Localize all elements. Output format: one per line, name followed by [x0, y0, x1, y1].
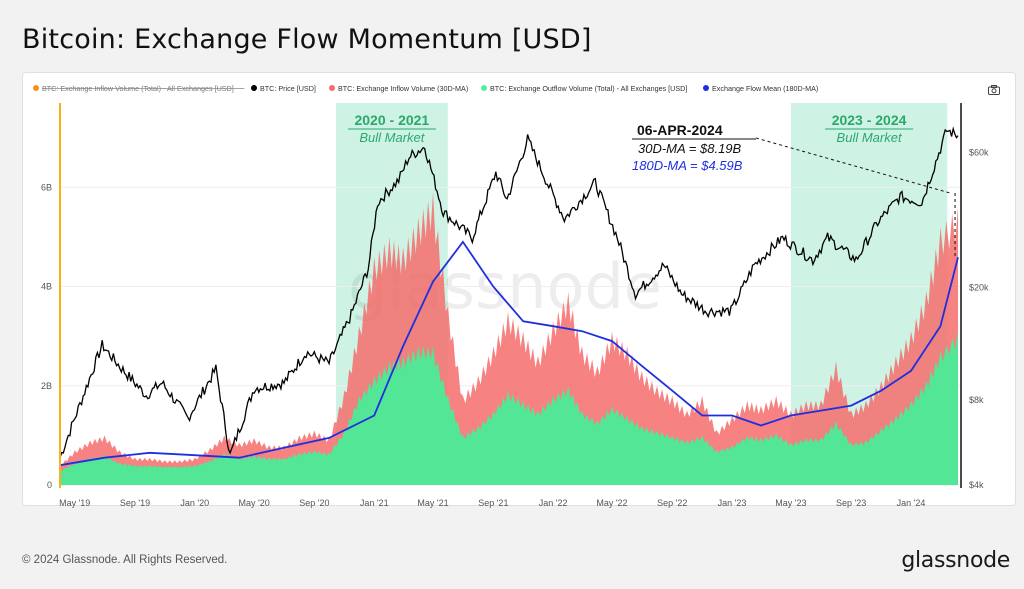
legend-marker-4 — [703, 85, 709, 91]
x-tick: Jan '24 — [897, 498, 926, 508]
brand-logo: glassnode — [901, 548, 1010, 573]
axes: 0 2B 4B 6B $4k $8k $20k $60k May '19 Sep '19 Jan '… — [41, 103, 989, 508]
x-tick: Sep '19 — [120, 498, 150, 508]
legend-marker-3 — [481, 85, 487, 91]
x-tick: May '19 — [59, 498, 90, 508]
inflow-area — [60, 192, 958, 486]
copyright-footer: © 2024 Glassnode. All Rights Reserved. — [22, 554, 228, 566]
x-tick: May '23 — [775, 498, 806, 508]
y-right-tick: $60k — [969, 148, 989, 158]
outflow-area — [60, 331, 958, 485]
series-lines — [59, 126, 959, 467]
legend-label-1: BTC: Price [USD] — [260, 84, 316, 93]
x-tick: Jan '22 — [539, 498, 568, 508]
legend-marker-0 — [33, 85, 39, 91]
x-tick: Sep '21 — [478, 498, 508, 508]
band-subtitle-0: Bull Market — [359, 130, 425, 145]
page-title: Bitcoin: Exchange Flow Momentum [USD] — [22, 24, 592, 55]
legend-label-4: Exchange Flow Mean (180D-MA) — [712, 84, 818, 93]
legend: BTC: Exchange Inflow Volume (Total) - Al… — [33, 84, 818, 93]
legend-label-2: BTC: Exchange Inflow Volume (30D-MA) — [338, 84, 468, 93]
annotation-leader — [755, 137, 951, 194]
annotation-ma180: 180D-MA = $4.59B — [632, 158, 743, 173]
legend-label-3: BTC: Exchange Outflow Volume (Total) - A… — [490, 84, 687, 93]
x-tick: Jan '21 — [360, 498, 389, 508]
y-left-tick: 2B — [41, 381, 52, 391]
volume-areas — [60, 192, 958, 486]
legend-marker-1 — [251, 85, 257, 91]
band-subtitle-1: Bull Market — [837, 130, 903, 145]
annotation: 06-APR-2024 30D-MA = $8.19B 180D-MA = $4.5… — [632, 122, 956, 258]
x-tick: May '22 — [596, 498, 627, 508]
camera-icon[interactable] — [988, 85, 1000, 95]
annotation-ma30: 30D-MA = $8.19B — [638, 141, 742, 156]
x-tick: Sep '23 — [836, 498, 866, 508]
x-tick: Jan '23 — [718, 498, 747, 508]
price-line — [59, 126, 959, 458]
band-title-0: 2020 - 2021 — [354, 112, 429, 128]
band-title-1: 2023 - 2024 — [832, 112, 907, 128]
mean-180d-line — [59, 240, 959, 467]
x-tick: Sep '22 — [657, 498, 687, 508]
annotation-date: 06-APR-2024 — [637, 122, 723, 138]
x-tick: May '21 — [417, 498, 448, 508]
y-right-tick: $4k — [969, 480, 984, 490]
legend-marker-2 — [329, 85, 335, 91]
y-right-tick: $20k — [969, 283, 989, 293]
y-left-tick: 4B — [41, 282, 52, 292]
y-right-tick: $8k — [969, 395, 984, 405]
y-left-tick: 6B — [41, 182, 52, 192]
y-left-tick: 0 — [47, 480, 52, 490]
x-tick: Jan '20 — [180, 498, 209, 508]
x-tick: Sep '20 — [299, 498, 329, 508]
x-tick: May '20 — [239, 498, 270, 508]
